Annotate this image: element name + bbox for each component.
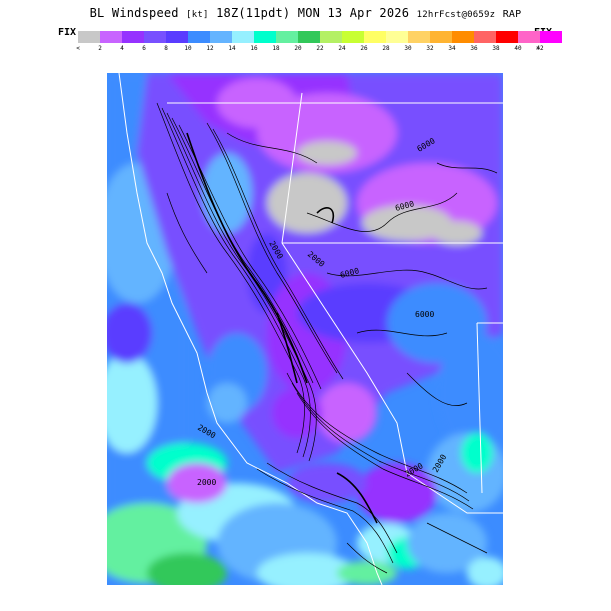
colorbar-swatch	[122, 31, 144, 43]
wind-field	[107, 73, 503, 585]
state-borders	[167, 92, 503, 514]
colorbar-tick-label: 10	[184, 45, 192, 52]
colorbar-swatch	[386, 31, 408, 43]
bold-contours	[186, 132, 378, 524]
colorbar-swatch	[276, 31, 298, 43]
colorbar-swatch	[408, 31, 430, 43]
colorbar-tick-label: 38	[492, 45, 500, 52]
tick-below-symbol: <	[76, 45, 80, 52]
colorbar-tick-label: 28	[382, 45, 390, 52]
colorbar	[78, 31, 562, 43]
coastline	[118, 73, 383, 585]
title-units: [kt]	[186, 10, 209, 20]
colorbar-swatch	[518, 31, 540, 43]
title-main: BL Windspeed	[89, 6, 179, 20]
terrain-contours	[156, 102, 498, 574]
colorbar-swatch	[496, 31, 518, 43]
colorbar-tick-label: 36	[470, 45, 478, 52]
colorbar-tick-label: 42	[536, 45, 544, 52]
colorbar-tick-label: 4	[120, 45, 124, 52]
colorbar-swatch	[188, 31, 210, 43]
colorbar-tick-label: 12	[206, 45, 214, 52]
tick-above-symbol: >	[536, 45, 540, 52]
colorbar-tick-label: 26	[360, 45, 368, 52]
colorbar-tick-label: 20	[294, 45, 302, 52]
colorbar-swatch	[254, 31, 276, 43]
colorbar-tick-label: 34	[448, 45, 456, 52]
colorbar-swatch	[78, 31, 100, 43]
colorbar-tick-label: 8	[164, 45, 168, 52]
title-model: RAP	[502, 9, 522, 20]
colorbar-swatch	[100, 31, 122, 43]
colorbar-ticks: < > 2 4 6 8 10 12 14 16 18 20 22 24 26 28 30 32 34 36 38 40…	[76, 45, 544, 55]
colorbar-tick-label: 2	[98, 45, 102, 52]
colorbar-tick-label: 14	[228, 45, 236, 52]
windspeed-map: 6000 6000 6000 6000 2000 2000 2000 2000 …	[107, 73, 503, 585]
colorbar-swatch	[298, 31, 320, 43]
contour-label: 2000	[197, 478, 216, 487]
colorbar-swatch	[452, 31, 474, 43]
colorbar-swatch	[144, 31, 166, 43]
colorbar-tick-label: 6	[142, 45, 146, 52]
title-time: 18Z(11pdt) MON 13 Apr 2026	[216, 6, 410, 20]
fix-label-left: FIX	[58, 27, 77, 38]
colorbar-swatch	[364, 31, 386, 43]
colorbar-tick-label: 24	[338, 45, 346, 52]
colorbar-swatch	[232, 31, 254, 43]
colorbar-swatch	[342, 31, 364, 43]
colorbar-tick-label: 16	[250, 45, 258, 52]
colorbar-swatch	[166, 31, 188, 43]
title-forecast: 12hrFcst@0659z	[416, 10, 496, 20]
colorbar-tick-label: 22	[316, 45, 324, 52]
colorbar-tick-label: 18	[272, 45, 280, 52]
colorbar-tick-label: 30	[404, 45, 412, 52]
colorbar-swatch	[430, 31, 452, 43]
colorbar-swatch	[210, 31, 232, 43]
colorbar-swatch	[320, 31, 342, 43]
contour-label: 6000	[415, 310, 434, 319]
colorbar-tick-label: 32	[426, 45, 434, 52]
map-title: BL Windspeed [kt] 18Z(11pdt) MON 13 Apr …	[0, 6, 611, 20]
colorbar-swatch	[540, 31, 562, 43]
colorbar-tick-label: 40	[514, 45, 522, 52]
colorbar-swatch	[474, 31, 496, 43]
